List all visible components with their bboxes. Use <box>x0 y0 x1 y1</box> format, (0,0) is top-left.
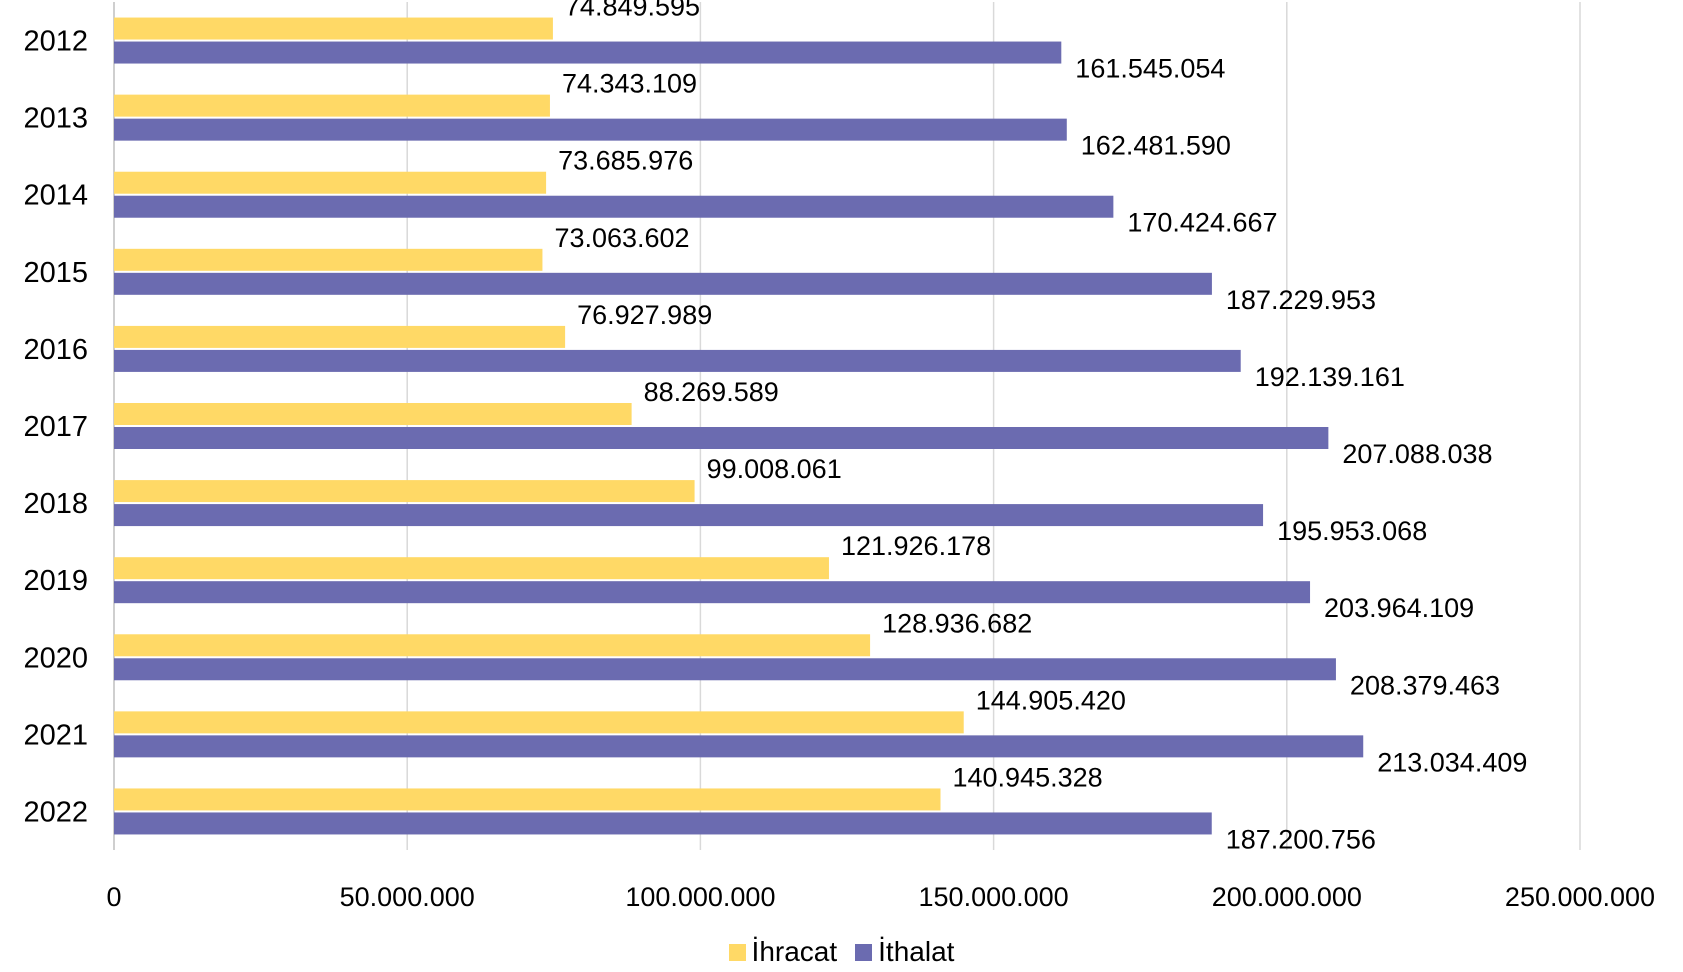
category-labels: 2012 2013 2014 2015 2016 2017 2018 2019 2020 2021… <box>23 26 88 829</box>
bar-ihracat <box>114 326 565 348</box>
bar-ihracat <box>114 634 870 656</box>
data-label-ithalat: 161.545.054 <box>1075 54 1225 84</box>
bar-ithalat <box>114 42 1061 64</box>
bar-ihracat <box>114 249 542 271</box>
category-label: 2015 <box>23 257 88 289</box>
bar-ithalat <box>114 273 1212 295</box>
x-tick-label: 150.000.000 <box>919 882 1069 912</box>
category-label: 2022 <box>23 796 88 828</box>
data-label-ithalat: 195.953.068 <box>1277 516 1427 546</box>
x-tick-label: 100.000.000 <box>625 882 775 912</box>
data-label-ihracat: 121.926.178 <box>841 531 991 561</box>
data-label-ithalat: 203.964.109 <box>1324 593 1474 623</box>
legend: İhracat İthalat <box>0 932 1683 972</box>
data-label-ihracat: 76.927.989 <box>577 300 712 330</box>
bar-ithalat <box>114 735 1363 757</box>
x-tick-label: 250.000.000 <box>1505 882 1655 912</box>
legend-item-ithalat[interactable]: İthalat <box>855 936 954 968</box>
bar-ihracat <box>114 95 550 117</box>
category-label: 2019 <box>23 565 88 597</box>
bar-ithalat <box>114 812 1212 834</box>
x-tick-labels: 0 50.000.000 100.000.000 150.000.000 200.000… <box>106 882 1655 912</box>
data-label-ihracat: 73.685.976 <box>558 146 693 176</box>
bar-ihracat <box>114 788 941 810</box>
data-label-ihracat: 144.905.420 <box>976 685 1126 715</box>
category-label: 2016 <box>23 334 88 366</box>
x-tick-label: 200.000.000 <box>1212 882 1362 912</box>
category-label: 2017 <box>23 411 88 443</box>
bar-chart: 2012 2013 2014 2015 2016 2017 2018 2019 2020 2021… <box>0 0 1683 930</box>
data-label-ithalat: 207.088.038 <box>1342 439 1492 469</box>
bar-ithalat <box>114 427 1328 449</box>
bar-ihracat <box>114 18 553 40</box>
category-label: 2018 <box>23 488 88 520</box>
legend-item-ihracat[interactable]: İhracat <box>729 936 838 968</box>
category-label: 2014 <box>23 180 88 212</box>
bar-ihracat <box>114 480 695 502</box>
bar-ihracat <box>114 557 829 579</box>
data-label-ithalat: 162.481.590 <box>1081 131 1231 161</box>
category-label: 2021 <box>23 719 88 751</box>
data-label-ihracat: 73.063.602 <box>554 223 689 253</box>
x-tick-label: 0 <box>106 882 121 912</box>
bar-ithalat <box>114 350 1241 372</box>
data-label-ithalat: 187.229.953 <box>1226 285 1376 315</box>
data-label-ihracat: 74.849.595 <box>565 0 700 22</box>
category-label: 2020 <box>23 642 88 674</box>
data-label-ihracat: 74.343.109 <box>562 69 697 99</box>
bar-ithalat <box>114 504 1263 526</box>
legend-swatch-ithalat <box>855 944 872 961</box>
data-label-ihracat: 88.269.589 <box>644 377 779 407</box>
bar-ihracat <box>114 711 964 733</box>
data-label-ithalat: 213.034.409 <box>1377 747 1527 777</box>
legend-label-ihracat: İhracat <box>752 936 838 968</box>
data-label-ihracat: 128.936.682 <box>882 608 1032 638</box>
data-label-ithalat: 187.200.756 <box>1226 824 1376 854</box>
bar-ithalat <box>114 658 1336 680</box>
data-label-ihracat: 99.008.061 <box>707 454 842 484</box>
x-tick-label: 50.000.000 <box>340 882 475 912</box>
data-label-ithalat: 208.379.463 <box>1350 670 1500 700</box>
category-label: 2012 <box>23 26 88 58</box>
legend-swatch-ihracat <box>729 944 746 961</box>
data-label-ihracat: 140.945.328 <box>953 762 1103 792</box>
bar-ihracat <box>114 403 632 425</box>
bar-ihracat <box>114 172 546 194</box>
bar-ithalat <box>114 581 1310 603</box>
bar-ithalat <box>114 196 1113 218</box>
category-label: 2013 <box>23 103 88 135</box>
legend-label-ithalat: İthalat <box>878 936 954 968</box>
data-label-ithalat: 170.424.667 <box>1127 208 1277 238</box>
data-label-ithalat: 192.139.161 <box>1255 362 1405 392</box>
bar-ithalat <box>114 119 1067 141</box>
